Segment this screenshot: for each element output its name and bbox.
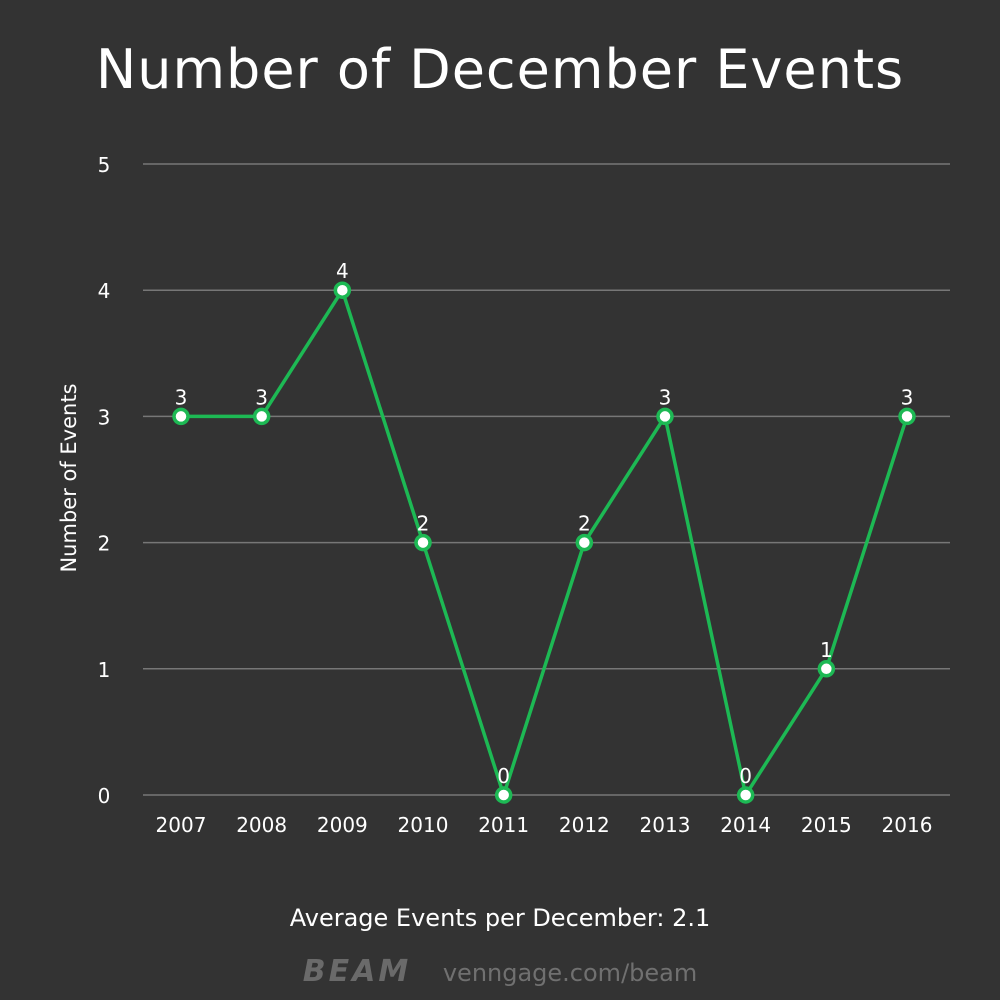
average-note: Average Events per December: 2.1: [289, 904, 711, 932]
x-tick-label: 2014: [720, 813, 771, 837]
data-label: 4: [336, 259, 349, 283]
y-axis-label: Number of Events: [57, 383, 81, 572]
x-tick-label: 2009: [317, 813, 368, 837]
data-label: 0: [497, 764, 510, 788]
data-point[interactable]: [656, 407, 674, 426]
data-point[interactable]: [333, 281, 352, 299]
data-points: [172, 281, 916, 804]
y-tick-label: 5: [98, 153, 111, 177]
x-tick-label: 2013: [640, 813, 691, 837]
x-tick-label: 2016: [882, 813, 933, 837]
series-line-0: [181, 288, 909, 797]
brand-url[interactable]: venngage.com/beam: [442, 959, 698, 987]
data-point[interactable]: [817, 660, 836, 678]
gridlines: [143, 163, 950, 796]
beam-logo: BEAM: [302, 954, 412, 989]
y-tick-label: 0: [98, 784, 111, 808]
data-point[interactable]: [494, 786, 513, 804]
data-label: 2: [578, 512, 591, 536]
data-point[interactable]: [414, 533, 432, 552]
x-tick-label: 2012: [559, 813, 610, 837]
data-point[interactable]: [736, 786, 755, 804]
data-labels: 3 3 4 2 0 2 3 0 1 3: [175, 259, 914, 788]
data-label: 3: [175, 385, 188, 409]
data-point[interactable]: [898, 407, 916, 426]
series-line: [181, 288, 909, 797]
x-tick-label: 2008: [236, 813, 287, 837]
data-label: 1: [820, 638, 833, 662]
data-label: 3: [659, 385, 672, 409]
data-point[interactable]: [172, 407, 190, 426]
x-axis-ticks: 2007 2008 2009 2010 2011 2012 2013 2014 2015 2016: [156, 813, 933, 837]
y-tick-label: 3: [98, 405, 111, 429]
y-tick-label: 4: [98, 279, 111, 303]
branding: BEAM venngage.com/beam: [0, 955, 1000, 990]
data-label: 3: [901, 385, 914, 409]
data-point[interactable]: [252, 407, 271, 426]
x-tick-label: 2007: [156, 813, 207, 837]
chart-title: Number of December Events: [95, 38, 905, 101]
data-label: 2: [417, 512, 430, 536]
data-label: 3: [255, 385, 268, 409]
x-tick-label: 2015: [801, 813, 852, 837]
x-tick-label: 2011: [478, 813, 529, 837]
y-axis-ticks: 0 1 2 3 4 5: [98, 153, 111, 808]
y-tick-label: 2: [98, 532, 111, 556]
data-label: 0: [739, 764, 752, 788]
data-point[interactable]: [575, 533, 594, 552]
y-tick-label: 1: [98, 658, 111, 682]
x-tick-label: 2010: [398, 813, 449, 837]
